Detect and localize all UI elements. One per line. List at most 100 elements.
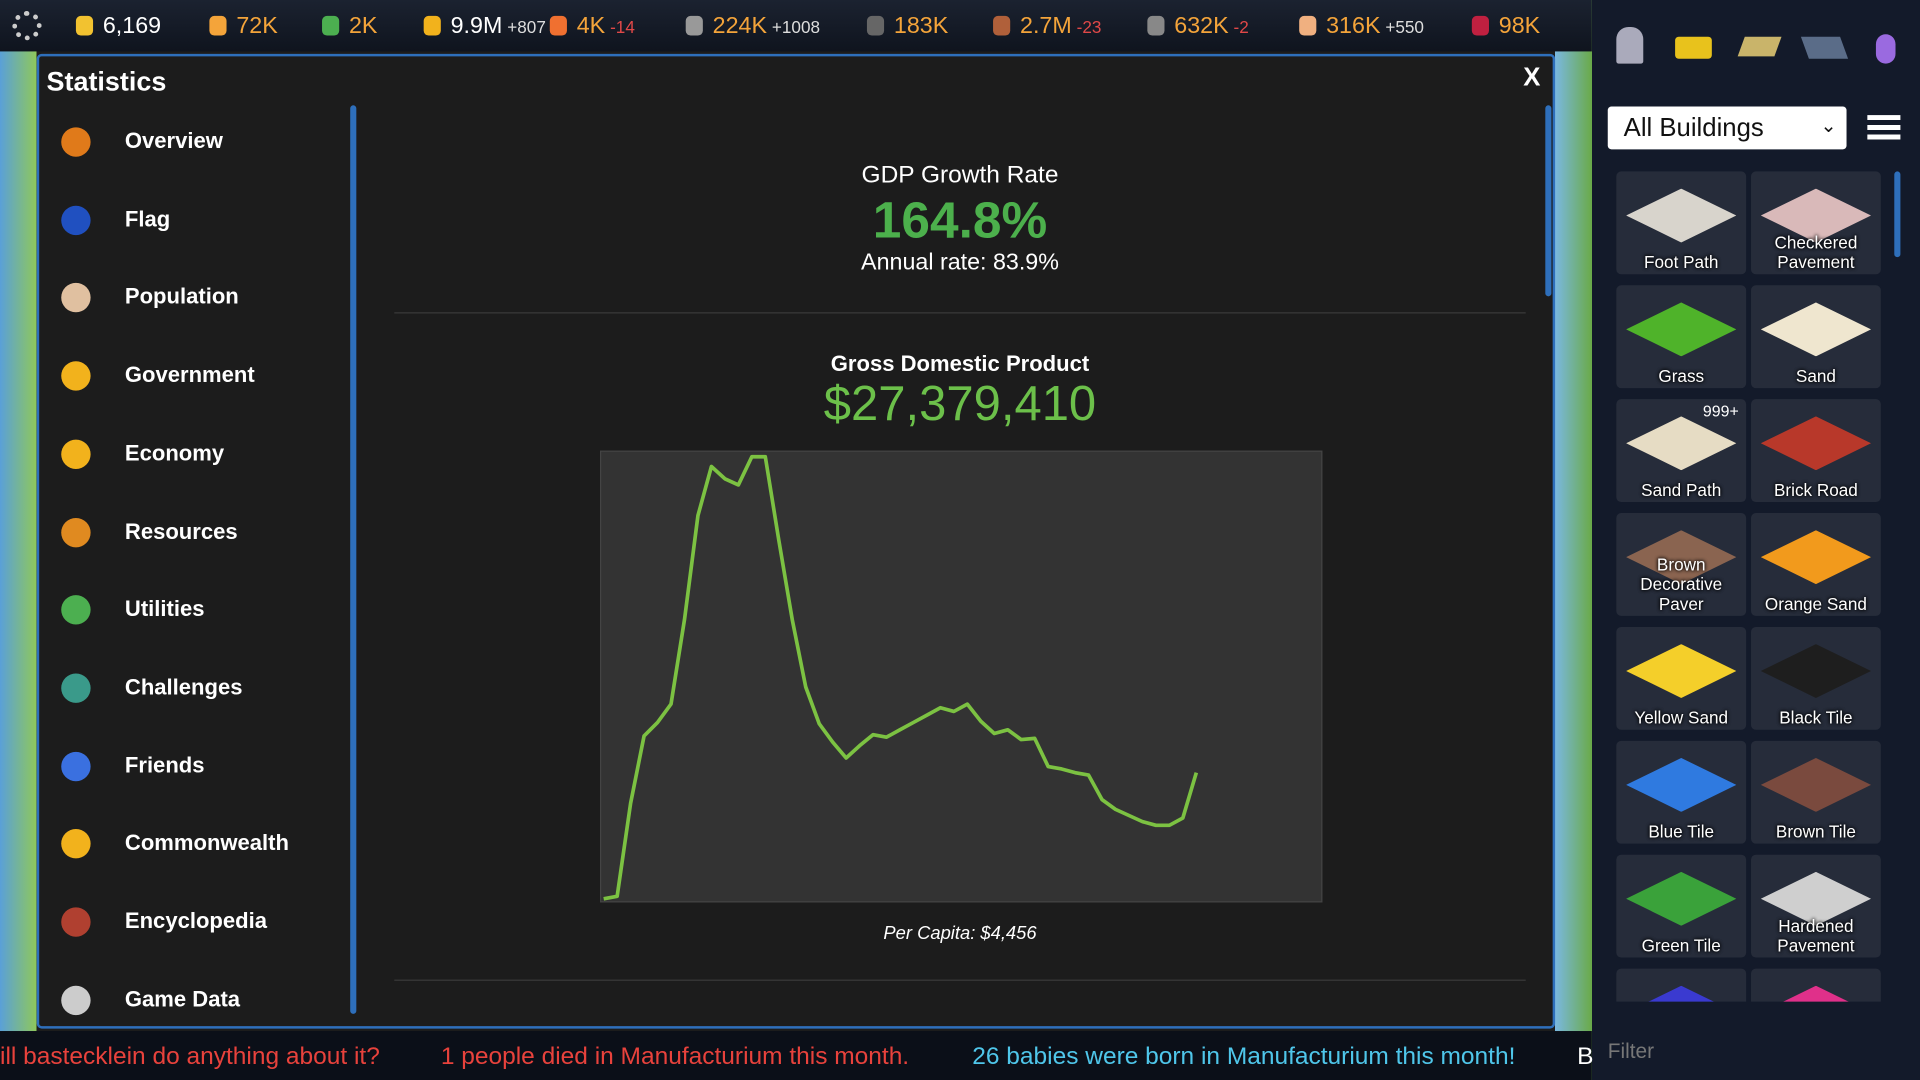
building-tile[interactable] <box>1616 968 1747 1002</box>
resource-stat: 6,169 <box>103 13 161 40</box>
tile-label: Black Tile <box>1779 707 1853 728</box>
building-tile[interactable]: Brick Road <box>1751 399 1881 503</box>
resource-icon <box>685 15 703 36</box>
resource-delta: -14 <box>610 17 635 37</box>
building-tile[interactable]: Brown Tile <box>1751 740 1881 844</box>
nav-item[interactable]: Game Data <box>124 986 241 1012</box>
resource-value: 2.7M <box>1020 13 1072 40</box>
resource-delta: +1008 <box>771 17 821 37</box>
tile-label: Foot Path <box>1644 252 1719 272</box>
building-tile[interactable]: Blue Tile <box>1616 740 1747 844</box>
nav-icon <box>61 517 91 547</box>
nav-item[interactable]: Population <box>124 284 239 310</box>
resource-icon <box>209 15 227 36</box>
tool-icon[interactable] <box>1675 36 1712 59</box>
nav-menu: Overview Flag Population Government Economy R… <box>39 56 357 1026</box>
tile-image <box>1760 416 1872 471</box>
building-tile[interactable]: Sand <box>1751 285 1881 389</box>
resource-bar: 6,169 72K 2K 9.9M +807 4K -14 224K +1008 183K 2.7M… <box>0 0 1592 52</box>
list-view-button[interactable] <box>1867 115 1901 143</box>
resource-icon <box>1147 15 1165 36</box>
resource-delta: +807 <box>507 17 546 37</box>
tile-image <box>1626 416 1737 471</box>
divider <box>394 979 1526 981</box>
tool-icon[interactable] <box>1875 34 1896 64</box>
building-tile[interactable]: Black Tile <box>1751 626 1881 730</box>
nav-item[interactable]: Friends <box>124 752 205 778</box>
settings-button[interactable] <box>12 11 42 41</box>
building-tile[interactable]: Checkered Pavement <box>1751 171 1881 275</box>
nav-icon <box>61 127 91 157</box>
search-placeholder[interactable]: Filter <box>1607 1039 1655 1063</box>
gdp-line <box>603 454 1199 901</box>
resource-value: 6,169 <box>102 13 162 40</box>
nav-icon <box>61 361 91 391</box>
resource-icon <box>993 15 1011 36</box>
news-ticker: ill bastecklein do anything about it? 1 p… <box>0 1031 1594 1080</box>
nav-item[interactable]: Resources <box>124 518 238 544</box>
nav-item[interactable]: Utilities <box>124 596 205 622</box>
tool-icon[interactable] <box>1616 26 1644 64</box>
tile-label: Sand <box>1795 366 1836 386</box>
nav-item[interactable]: Overview <box>124 128 223 154</box>
resource-value: 183K <box>893 13 949 40</box>
close-button[interactable]: X <box>1523 63 1541 92</box>
building-tile[interactable]: Yellow Sand <box>1616 626 1747 730</box>
tile-image <box>1626 302 1737 357</box>
statistics-window: Statistics X Overview Flag Population Gover… <box>36 53 1556 1029</box>
resource-value: 4K <box>576 13 606 40</box>
resource-value: 632K <box>1174 13 1229 40</box>
building-tile[interactable]: Green Tile <box>1616 854 1747 958</box>
tile-image <box>1760 644 1872 698</box>
window-title: Statistics <box>46 66 167 97</box>
building-tile[interactable]: Orange Sand <box>1751 513 1881 616</box>
resource-value: 9.9M <box>450 13 503 40</box>
tile-label: Brown Decorative Paver <box>1640 554 1723 614</box>
nav-icon <box>61 439 91 469</box>
nav-item[interactable]: Commonwealth <box>124 830 289 856</box>
ticker-message: B <box>1577 1043 1594 1071</box>
tile-label: Green Tile <box>1641 935 1721 956</box>
building-tile[interactable]: 999+ Sand Path <box>1616 399 1747 503</box>
building-tile[interactable]: Brown Decorative Paver <box>1616 513 1747 616</box>
tile-image <box>1626 644 1737 698</box>
nav-icon <box>61 673 91 703</box>
building-tile[interactable] <box>1751 968 1881 1002</box>
dropdown-arrow: ⌄ <box>1820 116 1837 138</box>
tile-badge: 999+ <box>1702 401 1739 421</box>
resource-stat: 632K -2 <box>1174 13 1248 40</box>
building-tile[interactable]: Grass <box>1616 285 1747 389</box>
tool-icon[interactable] <box>1737 36 1782 57</box>
growth-value: 164.8% <box>872 191 1048 249</box>
gdp-chart <box>600 450 1323 903</box>
resource-stat: 72K <box>236 13 277 40</box>
resource-icon <box>1471 15 1489 36</box>
gdp-value: $27,379,410 <box>823 377 1097 432</box>
growth-annual: Annual rate: 83.9% <box>861 249 1059 276</box>
nav-icon <box>61 283 91 313</box>
nav-item[interactable]: Challenges <box>124 674 243 700</box>
tile-label: Hardened Pavement <box>1777 915 1855 956</box>
nav-icon <box>61 829 91 859</box>
building-grid: Foot Path Checkered Pavement Grass Sand 999+… <box>1604 159 1898 1002</box>
resource-icon <box>75 15 94 36</box>
building-tile[interactable]: Hardened Pavement <box>1751 854 1881 958</box>
tile-image <box>1626 188 1737 243</box>
ticker-message: 26 babies were born in Manufacturium thi… <box>972 1043 1516 1071</box>
building-filter-dropdown[interactable]: All Buildings ⌄ <box>1607 106 1847 150</box>
nav-icon <box>61 751 91 781</box>
nav-item[interactable]: Economy <box>124 440 225 466</box>
tile-image <box>1760 757 1872 812</box>
resource-delta: -23 <box>1076 17 1102 37</box>
nav-item[interactable]: Encyclopedia <box>124 908 267 934</box>
nav-item[interactable]: Government <box>124 362 255 388</box>
tool-icon[interactable] <box>1800 36 1849 59</box>
resource-delta: -2 <box>1233 17 1249 37</box>
building-tile[interactable]: Foot Path <box>1616 171 1747 275</box>
resource-value: 2K <box>348 13 378 40</box>
resource-value: 98K <box>1498 13 1541 40</box>
tile-label: Checkered Pavement <box>1774 232 1858 272</box>
tile-label: Sand Path <box>1641 480 1722 500</box>
nav-item[interactable]: Flag <box>124 206 171 232</box>
